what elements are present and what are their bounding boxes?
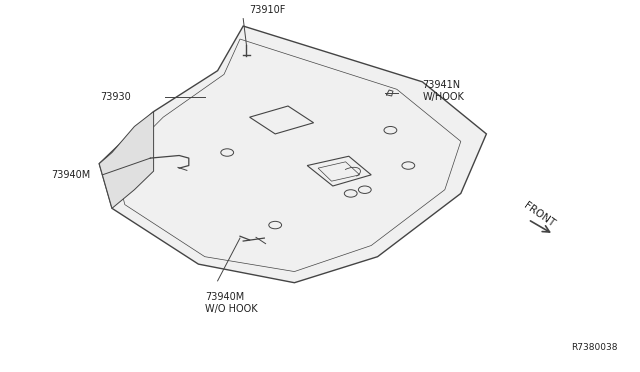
Text: 73940M
W/O HOOK: 73940M W/O HOOK: [205, 292, 257, 314]
Text: 73940M: 73940M: [51, 170, 90, 180]
Polygon shape: [99, 112, 154, 208]
Polygon shape: [99, 26, 486, 283]
Text: FRONT: FRONT: [522, 200, 556, 228]
Text: 73930: 73930: [100, 92, 131, 102]
Text: 73910F: 73910F: [250, 5, 286, 15]
Text: 73941N
W/HOOK: 73941N W/HOOK: [422, 80, 464, 102]
Text: R7380038: R7380038: [571, 343, 618, 352]
